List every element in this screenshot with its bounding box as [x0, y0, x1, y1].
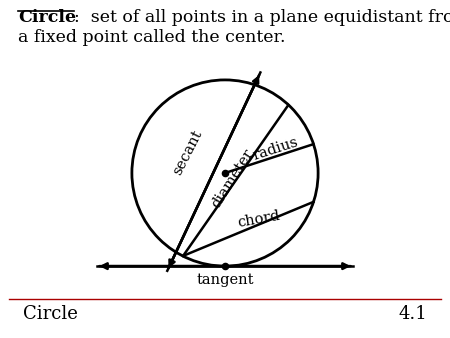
Text: Circle: Circle [18, 8, 76, 25]
Text: diameter: diameter [209, 147, 256, 211]
Text: Circle: Circle [22, 305, 77, 323]
Text: secant: secant [171, 128, 205, 177]
Point [221, 263, 229, 269]
Text: 4.1: 4.1 [399, 305, 427, 323]
Point [221, 170, 229, 176]
Text: tangent: tangent [196, 273, 254, 287]
Text: :  set of all points in a plane equidistant from: : set of all points in a plane equidista… [74, 8, 450, 25]
Text: chord: chord [236, 209, 281, 230]
Text: radius: radius [251, 135, 300, 163]
Text: a fixed point called the center.: a fixed point called the center. [18, 29, 285, 46]
